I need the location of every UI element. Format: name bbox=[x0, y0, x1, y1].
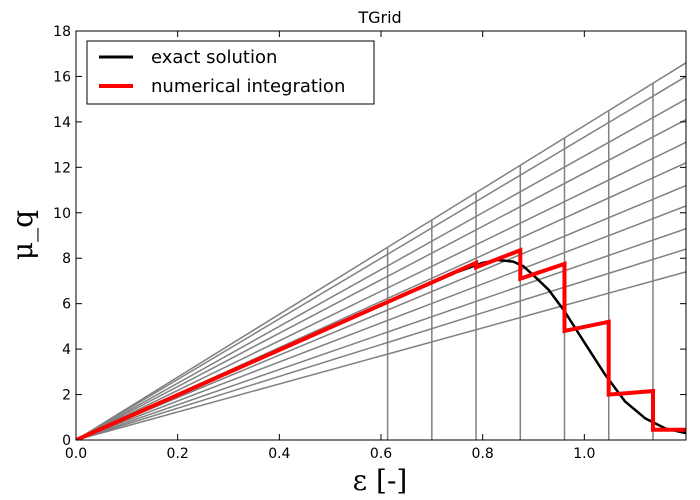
x-tick-label-0: 0.0 bbox=[65, 446, 87, 462]
background-grid-lines bbox=[76, 62, 686, 440]
y-tick-label-7: 14 bbox=[53, 115, 71, 131]
chart-title: TGrid bbox=[357, 8, 401, 27]
y-axis-label: μ_q bbox=[6, 210, 39, 260]
fan-line-2 bbox=[76, 227, 686, 440]
fan-line-9 bbox=[76, 75, 686, 440]
y-tick-label-3: 6 bbox=[62, 297, 71, 313]
x-tick-label-4: 0.8 bbox=[472, 446, 494, 462]
series-group bbox=[76, 247, 686, 440]
y-tick-label-5: 10 bbox=[53, 206, 71, 222]
x-axis-label: ε [-] bbox=[353, 464, 408, 497]
y-tick-label-1: 2 bbox=[62, 388, 71, 404]
y-axis-ticks: 0 2 4 6 8 10 12 14 16 18 bbox=[53, 24, 686, 449]
legend-frame bbox=[86, 40, 375, 105]
y-tick-label-4: 8 bbox=[62, 251, 71, 267]
y-tick-label-0: 0 bbox=[62, 433, 71, 449]
fan-line-10 bbox=[76, 62, 686, 440]
x-axis-ticks: 0.0 0.2 0.4 0.6 0.8 1.0 bbox=[65, 31, 595, 462]
x-tick-label-2: 0.4 bbox=[268, 446, 290, 462]
y-tick-label-8: 16 bbox=[53, 69, 71, 85]
y-tick-label-6: 12 bbox=[53, 160, 71, 176]
series-line-0 bbox=[76, 258, 686, 440]
fan-line-1 bbox=[76, 248, 686, 440]
fan-line-3 bbox=[76, 205, 686, 440]
fan-line-8 bbox=[76, 98, 686, 440]
fan-line-0 bbox=[76, 271, 686, 440]
x-tick-label-1: 0.2 bbox=[167, 446, 189, 462]
x-tick-label-3: 0.6 bbox=[370, 446, 392, 462]
legend-label-numerical: numerical integration bbox=[151, 76, 345, 97]
fan-line-4 bbox=[76, 184, 686, 440]
x-tick-label-5: 1.0 bbox=[573, 446, 595, 462]
fan-line-7 bbox=[76, 118, 686, 440]
fan-line-6 bbox=[76, 141, 686, 440]
y-tick-label-2: 4 bbox=[62, 342, 71, 358]
legend-label-exact: exact solution bbox=[151, 47, 277, 68]
legend: exact solution numerical integration bbox=[86, 40, 375, 105]
y-tick-label-9: 18 bbox=[53, 24, 71, 40]
series-line-1 bbox=[76, 247, 686, 440]
